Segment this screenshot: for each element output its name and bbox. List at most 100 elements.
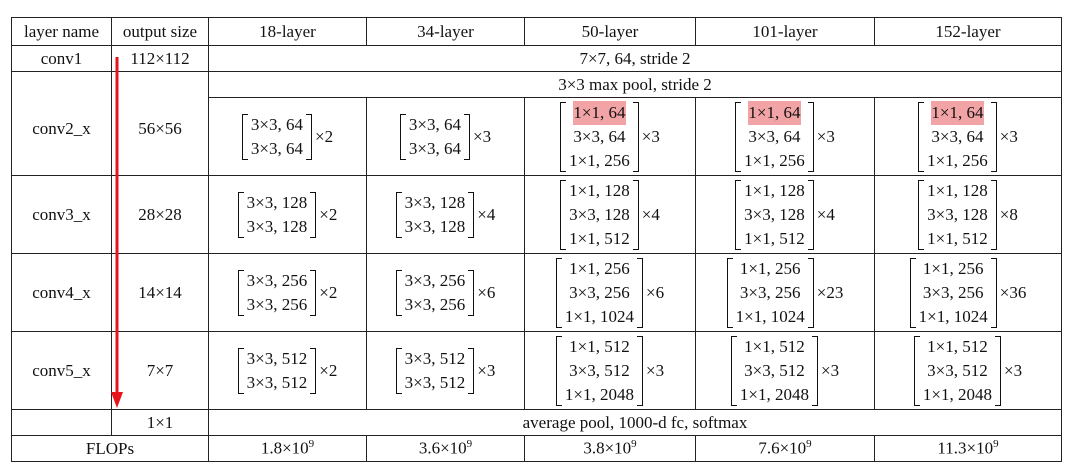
block-bracket: 1×1, 512 3×3, 512 1×1, 2048 (730, 335, 819, 407)
flops-exponent: 9 (631, 438, 637, 451)
block-line: 3×3, 128 (927, 204, 988, 224)
block-line: 1×1, 256 (922, 258, 984, 278)
header-152-layer: 152-layer (874, 17, 1062, 46)
conv2-block-row: 3×3, 64 3×3, 64 ×2 3×3, 64 3×3, 64 ×3 1×1, 64 3… (12, 97, 1062, 176)
residual-block: 1×1, 128 3×3, 128 1×1, 512 ×8 (918, 179, 1018, 251)
flops-base: 3.8×10 (583, 438, 632, 458)
block-line: 3×3, 128 (744, 204, 805, 224)
residual-block: 1×1, 64 3×3, 64 1×1, 256 ×3 (560, 100, 660, 173)
pool-name-empty (11, 409, 112, 436)
block-cell-34-layer: 3×3, 128 3×3, 128 ×4 (366, 175, 525, 254)
block-cell-50-layer: 1×1, 128 3×3, 128 1×1, 512 ×4 (524, 175, 696, 254)
block-bracket: 1×1, 256 3×3, 256 1×1, 1024 (555, 257, 644, 329)
block-bracket: 3×3, 64 3×3, 64 (241, 113, 313, 161)
flops-value: 3.6×109 (366, 435, 525, 462)
residual-block: 3×3, 512 3×3, 512 ×2 (237, 347, 337, 395)
conv2-name: conv2_x (11, 71, 112, 176)
stage-row: conv4_x 14×14 3×3, 256 3×3, 256 ×2 3×3, 256 3×… (11, 253, 1062, 332)
residual-block: 3×3, 64 3×3, 64 ×2 (241, 113, 333, 161)
resnet-architecture-table: layer name output size 18-layer 34-layer… (11, 17, 1062, 462)
flops-value: 3.8×109 (524, 435, 696, 462)
block-line: 3×3, 256 (922, 282, 984, 302)
block-multiplier: ×3 (646, 360, 665, 380)
block-line: 1×1, 128 (569, 180, 630, 200)
residual-block: 1×1, 512 3×3, 512 1×1, 2048 ×3 (913, 335, 1023, 407)
block-line: 3×3, 512 (569, 360, 630, 380)
header-34-layer: 34-layer (366, 17, 525, 46)
flops-exponent: 9 (308, 438, 315, 451)
block-line: 3×3, 128 (246, 216, 308, 236)
conv2-output-size: 56×56 (111, 71, 209, 176)
block-cell-152-layer: 1×1, 128 3×3, 128 1×1, 512 ×8 (874, 175, 1062, 254)
block-multiplier: ×2 (319, 282, 338, 302)
stage-name: conv3_x (11, 175, 112, 254)
block-line: 3×3, 512 (246, 372, 308, 392)
block-bracket: 3×3, 64 3×3, 64 (399, 113, 471, 161)
block-cell-152-layer: 1×1, 64 3×3, 64 1×1, 256 ×3 (874, 97, 1062, 176)
block-line: 3×3, 256 (246, 294, 308, 314)
block-cell-34-layer: 3×3, 512 3×3, 512 ×3 (366, 331, 525, 410)
pool-output-size: 1×1 (111, 409, 209, 436)
residual-block: 1×1, 512 3×3, 512 1×1, 2048 ×3 (555, 335, 665, 407)
block-bracket: 1×1, 512 3×3, 512 1×1, 2048 (555, 335, 644, 407)
flops-exponent: 9 (466, 438, 473, 451)
flops-row: FLOPs 1.8×109 3.6×109 3.8×109 7.6×109 11.3×10… (11, 435, 1062, 462)
stage-output-size: 28×28 (111, 175, 209, 254)
block-multiplier: ×3 (999, 126, 1018, 146)
block-multiplier: ×3 (473, 126, 492, 146)
conv1-name: conv1 (11, 45, 112, 72)
block-multiplier: ×4 (641, 204, 660, 224)
block-line: 3×3, 64 (250, 138, 303, 158)
residual-block: 1×1, 256 3×3, 256 1×1, 1024 ×36 (909, 257, 1027, 329)
pool-spec: average pool, 1000-d fc, softmax (208, 409, 1062, 436)
block-multiplier: ×3 (816, 126, 835, 146)
conv1-spec: 7×7, 64, stride 2 (208, 45, 1062, 72)
block-line: 3×3, 256 (246, 270, 308, 290)
block-cell-18-layer: 3×3, 128 3×3, 128 ×2 (208, 175, 367, 254)
block-line: 3×3, 256 (404, 294, 466, 314)
residual-block: 1×1, 128 3×3, 128 1×1, 512 ×4 (560, 179, 660, 251)
block-cell-18-layer: 3×3, 256 3×3, 256 ×2 (208, 253, 367, 332)
block-line: 1×1, 2048 (739, 384, 809, 404)
stage-row: conv3_x 28×28 3×3, 128 3×3, 128 ×2 3×3, 128 3×… (11, 175, 1062, 254)
highlighted-block-line: 1×1, 64 (573, 100, 626, 125)
block-multiplier: ×6 (477, 282, 496, 302)
block-line: 3×3, 64 (250, 114, 303, 134)
block-line: 1×1, 256 (739, 258, 801, 278)
block-cell-101-layer: 1×1, 64 3×3, 64 1×1, 256 ×3 (695, 97, 875, 176)
block-multiplier: ×3 (641, 126, 660, 146)
block-line: 1×1, 512 (569, 336, 630, 356)
block-multiplier: ×3 (1004, 360, 1023, 380)
block-cell-152-layer: 1×1, 512 3×3, 512 1×1, 2048 ×3 (874, 331, 1062, 410)
block-bracket: 1×1, 256 3×3, 256 1×1, 1024 (726, 257, 814, 329)
block-cell-34-layer: 3×3, 256 3×3, 256 ×6 (366, 253, 525, 332)
flops-value: 11.3×109 (874, 435, 1062, 462)
header-output-size: output size (111, 17, 209, 46)
block-bracket: 1×1, 64 3×3, 64 1×1, 256 (735, 100, 814, 173)
block-multiplier: ×4 (477, 204, 496, 224)
block-multiplier: ×3 (821, 360, 840, 380)
block-multiplier: ×36 (999, 282, 1027, 302)
residual-block: 3×3, 512 3×3, 512 ×3 (395, 347, 495, 395)
residual-block: 3×3, 256 3×3, 256 ×2 (237, 269, 338, 317)
block-bracket: 3×3, 128 3×3, 128 (395, 191, 475, 239)
block-multiplier: ×2 (319, 204, 338, 224)
resnet-architecture-table-wrapper: layer name output size 18-layer 34-layer… (11, 17, 1062, 462)
block-line: 1×1, 128 (927, 180, 988, 200)
block-line: 3×3, 128 (404, 216, 466, 236)
residual-block: 3×3, 128 3×3, 128 ×2 (237, 191, 338, 239)
block-cell-18-layer: 3×3, 64 3×3, 64 ×2 (208, 97, 367, 176)
stage-name: conv5_x (11, 331, 112, 410)
block-line: 3×3, 128 (569, 204, 630, 224)
stage-name: conv4_x (11, 253, 112, 332)
block-cell-101-layer: 1×1, 256 3×3, 256 1×1, 1024 ×23 (695, 253, 875, 332)
block-bracket: 3×3, 256 3×3, 256 (237, 269, 317, 317)
block-line: 3×3, 128 (404, 192, 466, 212)
residual-block: 3×3, 128 3×3, 128 ×4 (395, 191, 496, 239)
block-line: 1×1, 256 (569, 150, 630, 170)
block-line: 3×3, 512 (404, 348, 466, 368)
block-bracket: 3×3, 256 3×3, 256 (395, 269, 475, 317)
flops-label: FLOPs (11, 435, 209, 462)
block-bracket: 1×1, 512 3×3, 512 1×1, 2048 (913, 335, 1002, 407)
stage-output-size: 7×7 (111, 331, 209, 410)
